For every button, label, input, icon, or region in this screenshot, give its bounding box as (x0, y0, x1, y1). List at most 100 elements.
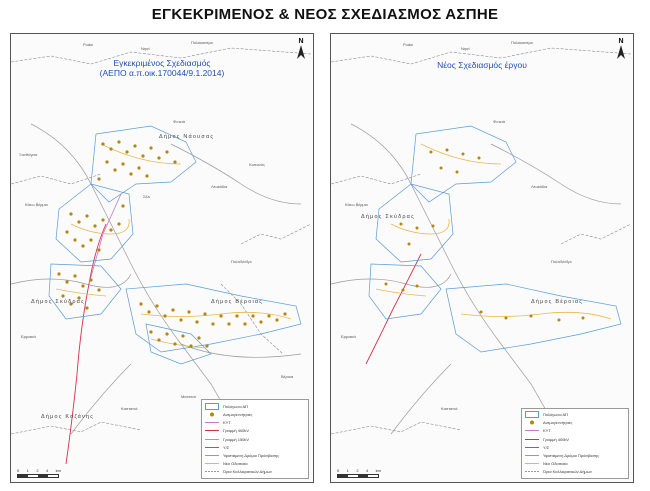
existing-roads (11, 123, 302, 455)
legend-item: Όρια Καλλικρατικών Δήμων (525, 468, 625, 476)
legend-symbol-line (205, 419, 219, 426)
turbine-polygons (48, 125, 302, 365)
map-legend: Πολύγωνα ΑΠ Ανεμογεννήτριες ΚΥΤ Γραμμή 400k… (521, 407, 629, 479)
legend-label: Πολύγωνα ΑΠ (223, 403, 249, 409)
map-title-line1: Εγκεκριμένος Σχεδιασμός (113, 58, 211, 68)
place-label: Ερμακιά (341, 334, 356, 339)
scale-ticks: 0 1 2 4 km (17, 468, 61, 473)
north-arrow: N (615, 38, 627, 64)
scale-bar: 0 1 2 4 km (17, 468, 61, 478)
map-legend: Πολύγωνα ΑΠ Ανεμογεννήτριες ΚΥΤ Γραμμή 400k… (201, 399, 309, 479)
legend-label: Υ/Σ (223, 444, 230, 450)
legend-label: Υφιστάμενη Δρόμοι Πρόσβασης (543, 453, 600, 459)
legend-item: Γραμμή 150kV (205, 435, 305, 443)
place-label: Νησί (461, 46, 470, 51)
map-approved-plan[interactable]: Εγκεκριμένος Σχεδιασμός (ΑΕΠΟ α.π.οικ.17… (10, 33, 314, 483)
legend-item: Γραμμή 400kV (205, 427, 305, 435)
scale-tick: 2 (356, 468, 359, 473)
line-400kv (365, 253, 422, 365)
legend-symbol-line (205, 460, 219, 467)
legend-symbol-line (525, 436, 539, 443)
scale-bar: 0 1 2 4 km (337, 468, 381, 478)
legend-label: Όρια Καλλικρατικών Δήμων (223, 469, 272, 475)
page-title: ΕΓΚΕΚΡΙΜΕΝΟΣ & ΝΕΟΣ ΣΧΕΔΙΑΣΜΟΣ ΑΣΠΗΕ (151, 6, 499, 23)
place-label: Κοπανός (249, 162, 265, 167)
legend-symbol-dot (205, 411, 219, 418)
north-label: N (618, 38, 624, 45)
legend-item: Νέα Οδοποιία (205, 460, 305, 468)
wind-turbines (384, 148, 585, 322)
legend-symbol-line (525, 427, 539, 434)
legend-item: Υ/Σ (525, 443, 625, 451)
map-right-canvas (331, 47, 632, 455)
place-label: Καστανιά (441, 406, 458, 411)
legend-label: Υ/Σ (543, 444, 550, 450)
scale-tick: 0 (337, 468, 340, 473)
legend-label: Υφιστάμενη Δρόμοι Πρόσβασης (223, 453, 280, 459)
legend-symbol-line (205, 427, 219, 434)
place-label: Πολυδένδρι (231, 259, 252, 264)
place-label: Νησί (141, 46, 150, 51)
north-label: N (298, 38, 304, 45)
legend-item: Πολύγωνα ΑΠ (205, 402, 305, 410)
line-400kv (65, 223, 107, 465)
map-title: Νέος Σχεδιασμός έργου (437, 60, 527, 70)
new-roads (55, 143, 292, 349)
legend-item: Γραμμή 400kV (525, 435, 625, 443)
place-label: Μεσιανό (181, 394, 197, 399)
muni-label: Δήμος Νάουσας (159, 134, 215, 140)
north-arrow-icon (617, 45, 625, 59)
legend-item: ΚΥΤ (525, 427, 625, 435)
place-label: Ρυάκι (403, 42, 414, 47)
legend-label: Νέα Οδοποιία (223, 461, 248, 467)
legend-item: Νέα Οδοποιία (525, 460, 625, 468)
scale-tick: 4 (45, 468, 49, 473)
legend-symbol-dot (525, 419, 539, 426)
place-label: Ρυάκι (83, 42, 94, 47)
legend-item: ΚΥΤ (205, 419, 305, 427)
legend-symbol-dash (525, 468, 539, 475)
scale-tick: 2 (36, 468, 39, 473)
legend-item: Ανεμογεννήτριες (525, 419, 625, 427)
legend-symbol-line (205, 436, 219, 443)
municipal-boundaries (11, 47, 312, 435)
map-left-canvas (11, 47, 312, 465)
place-label: Ξανθόγεια (19, 152, 38, 157)
muni-label: Δήμος Κοζάνης (41, 414, 95, 420)
municipal-boundaries (331, 47, 632, 435)
legend-label: Όρια Καλλικρατικών Δήμων (543, 469, 592, 475)
muni-label: Δήμος Βέροιας (211, 299, 264, 305)
place-label: Πολυδένδρι (551, 259, 572, 264)
legend-label: Γραμμή 400kV (543, 436, 570, 442)
legend-label: Γραμμή 400kV (223, 428, 250, 434)
legend-label: Ανεμογεννήτριες (223, 412, 253, 418)
scale-tick: 0 (17, 468, 20, 473)
legend-symbol-line (525, 444, 539, 451)
legend-symbol-polygon (205, 402, 219, 410)
map-title-line2: (ΑΕΠΟ α.π.οικ.170044/9.1.2014) (99, 68, 225, 78)
muni-label: Δήμος Βέροιας (531, 299, 584, 305)
legend-symbol-line (205, 452, 219, 459)
place-label: Κάτω Βέρμιο (345, 202, 368, 207)
place-label: Κάτω Βέρμιο (25, 202, 48, 207)
place-label: Βέροια (281, 374, 294, 379)
legend-item: Υ/Σ (205, 443, 305, 451)
scale-tick: 4 (365, 468, 369, 473)
north-arrow: N (295, 38, 307, 64)
legend-label: Νέα Οδοποιία (543, 461, 568, 467)
turbine-polygons (368, 125, 622, 353)
place-label: Πολύκαστρο (191, 40, 213, 45)
legend-item: Υφιστάμενη Δρόμοι Πρόσβασης (205, 451, 305, 459)
place-label: Φυτειά (493, 119, 505, 124)
map-new-plan[interactable]: Νέος Σχεδιασμός έργου N Δήμος Σκύδρας Δή… (330, 33, 634, 483)
muni-label: Δήμος Σκύδρας (31, 299, 85, 305)
legend-label: Πολύγωνα ΑΠ (543, 412, 569, 418)
legend-label: Ανεμογεννήτριες (543, 420, 573, 426)
scale-unit: km (375, 468, 381, 473)
scale-tick: 1 (26, 468, 29, 473)
new-roads (375, 143, 612, 320)
scale-tick: 1 (346, 468, 349, 473)
place-label: Φυτειά (173, 119, 185, 124)
legend-label: ΚΥΤ (543, 428, 551, 434)
wind-turbines (57, 140, 287, 348)
